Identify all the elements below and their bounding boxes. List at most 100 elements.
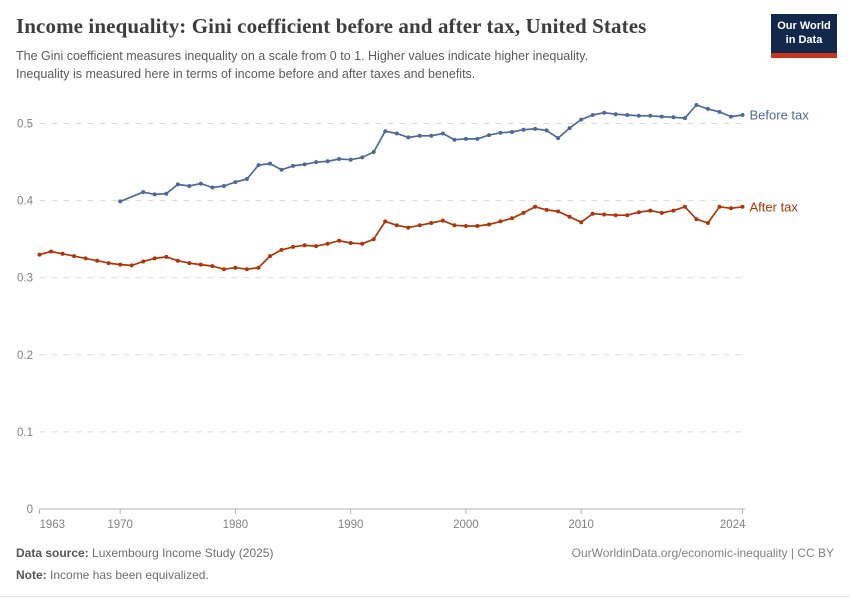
data-point-after-tax[interactable] <box>279 247 284 252</box>
data-point-before-tax[interactable] <box>164 191 169 196</box>
data-point-before-tax[interactable] <box>118 199 123 204</box>
data-point-after-tax[interactable] <box>475 224 480 228</box>
data-point-after-tax[interactable] <box>533 204 538 209</box>
data-point-after-tax[interactable] <box>740 204 745 209</box>
data-point-after-tax[interactable] <box>556 209 561 214</box>
data-point-before-tax[interactable] <box>475 136 480 141</box>
data-point-after-tax[interactable] <box>60 251 65 256</box>
data-point-after-tax[interactable] <box>106 261 111 266</box>
data-point-before-tax[interactable] <box>406 135 411 140</box>
data-point-after-tax[interactable] <box>348 241 353 245</box>
data-point-before-tax[interactable] <box>325 159 330 164</box>
data-point-before-tax[interactable] <box>452 137 457 142</box>
data-point-before-tax[interactable] <box>487 133 491 138</box>
data-point-after-tax[interactable] <box>613 213 618 218</box>
data-point-before-tax[interactable] <box>740 113 745 117</box>
data-point-after-tax[interactable] <box>95 258 100 263</box>
owid-url-license-link[interactable]: OurWorldinData.org/economic-inequality |… <box>571 546 834 560</box>
data-point-before-tax[interactable] <box>233 180 238 185</box>
data-point-after-tax[interactable] <box>579 220 584 225</box>
data-point-after-tax[interactable] <box>244 267 249 272</box>
data-point-after-tax[interactable] <box>590 211 595 216</box>
data-point-after-tax[interactable] <box>256 265 261 270</box>
data-point-before-tax[interactable] <box>279 167 284 172</box>
data-point-after-tax[interactable] <box>440 218 445 223</box>
data-point-after-tax[interactable] <box>452 223 457 228</box>
data-point-before-tax[interactable] <box>556 136 561 141</box>
data-point-before-tax[interactable] <box>613 112 618 117</box>
data-point-before-tax[interactable] <box>671 115 676 120</box>
data-point-before-tax[interactable] <box>636 113 641 118</box>
data-point-after-tax[interactable] <box>268 254 272 259</box>
data-point-after-tax[interactable] <box>383 219 388 224</box>
data-point-after-tax[interactable] <box>291 244 295 249</box>
data-point-after-tax[interactable] <box>360 241 365 246</box>
data-point-after-tax[interactable] <box>49 249 53 254</box>
data-point-after-tax[interactable] <box>325 241 330 246</box>
data-point-before-tax[interactable] <box>694 103 699 107</box>
data-point-after-tax[interactable] <box>729 206 733 211</box>
data-point-after-tax[interactable] <box>221 267 226 272</box>
data-point-before-tax[interactable] <box>141 190 146 195</box>
data-point-before-tax[interactable] <box>533 126 538 131</box>
data-point-before-tax[interactable] <box>360 155 365 160</box>
data-point-after-tax[interactable] <box>198 262 203 267</box>
data-point-after-tax[interactable] <box>233 265 238 270</box>
data-point-before-tax[interactable] <box>187 184 192 188</box>
data-point-after-tax[interactable] <box>406 225 411 230</box>
data-point-before-tax[interactable] <box>659 114 664 119</box>
data-point-before-tax[interactable] <box>337 157 342 161</box>
data-point-after-tax[interactable] <box>648 208 653 213</box>
data-point-before-tax[interactable] <box>682 116 687 121</box>
data-point-after-tax[interactable] <box>487 222 491 227</box>
data-point-before-tax[interactable] <box>256 163 261 168</box>
data-point-after-tax[interactable] <box>210 264 215 269</box>
data-point-before-tax[interactable] <box>648 113 653 118</box>
data-point-before-tax[interactable] <box>440 131 445 136</box>
data-point-after-tax[interactable] <box>302 243 307 248</box>
data-point-after-tax[interactable] <box>636 210 641 215</box>
data-point-after-tax[interactable] <box>129 263 134 268</box>
data-point-after-tax[interactable] <box>371 237 376 242</box>
data-point-before-tax[interactable] <box>314 160 319 165</box>
data-point-before-tax[interactable] <box>625 113 630 117</box>
data-point-after-tax[interactable] <box>187 261 192 266</box>
data-point-before-tax[interactable] <box>510 130 514 134</box>
data-point-after-tax[interactable] <box>659 210 664 215</box>
data-point-after-tax[interactable] <box>83 256 88 261</box>
data-point-before-tax[interactable] <box>291 163 295 168</box>
data-point-after-tax[interactable] <box>429 221 434 225</box>
data-point-before-tax[interactable] <box>348 157 353 162</box>
data-point-after-tax[interactable] <box>141 259 146 264</box>
data-point-after-tax[interactable] <box>510 216 514 221</box>
data-point-after-tax[interactable] <box>705 221 710 225</box>
data-point-before-tax[interactable] <box>152 192 157 197</box>
data-point-after-tax[interactable] <box>417 223 422 228</box>
data-point-before-tax[interactable] <box>544 128 549 133</box>
data-point-before-tax[interactable] <box>210 185 215 190</box>
chart-svg[interactable]: 0 0.1 0.2 0.3 0.4 0.5 1963 1970 1980 1990 2000 2010… <box>0 0 850 545</box>
data-point-after-tax[interactable] <box>717 204 722 209</box>
data-point-before-tax[interactable] <box>705 106 710 111</box>
data-point-after-tax[interactable] <box>463 224 468 228</box>
data-point-after-tax[interactable] <box>164 254 169 259</box>
data-point-after-tax[interactable] <box>567 214 572 219</box>
data-point-after-tax[interactable] <box>602 212 607 217</box>
series-line-after-tax[interactable] <box>38 205 744 271</box>
owid-logo[interactable]: Our World in Data <box>771 14 837 58</box>
data-point-before-tax[interactable] <box>579 117 584 122</box>
data-point-after-tax[interactable] <box>152 256 157 261</box>
data-point-before-tax[interactable] <box>498 130 503 135</box>
data-point-after-tax[interactable] <box>72 254 77 259</box>
data-point-after-tax[interactable] <box>37 252 42 257</box>
data-point-before-tax[interactable] <box>521 127 526 132</box>
data-point-before-tax[interactable] <box>567 126 572 131</box>
data-point-before-tax[interactable] <box>198 181 203 186</box>
data-point-after-tax[interactable] <box>394 223 399 228</box>
data-point-after-tax[interactable] <box>498 219 503 224</box>
data-point-after-tax[interactable] <box>671 208 676 213</box>
data-point-before-tax[interactable] <box>602 110 607 115</box>
data-point-before-tax[interactable] <box>729 114 733 119</box>
data-point-before-tax[interactable] <box>590 113 595 117</box>
data-point-before-tax[interactable] <box>175 182 180 187</box>
